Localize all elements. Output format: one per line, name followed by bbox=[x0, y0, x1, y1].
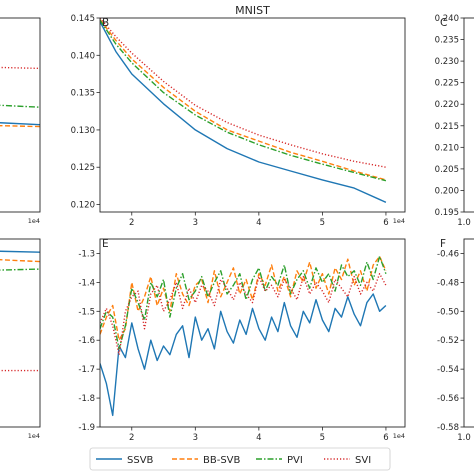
axes-frame bbox=[463, 238, 474, 428]
x-tick-label: 2 bbox=[129, 218, 134, 228]
y-tick-label: -0.54 bbox=[437, 365, 459, 375]
panels: 0.120 0.125 0.130 0.135 0.140 0.145 2 3 4 5 6 1e4 MN… bbox=[0, 4, 474, 443]
y-tick-label: -1.3 bbox=[78, 249, 95, 259]
y-tick-label: -0.58 bbox=[437, 423, 459, 433]
axes-frame bbox=[99, 17, 406, 213]
x-tick-label: 5 bbox=[320, 218, 325, 228]
axes-frame bbox=[99, 238, 406, 428]
y-tick-label: -0.56 bbox=[437, 394, 459, 404]
legend-frame bbox=[89, 447, 391, 471]
series-group bbox=[0, 66, 40, 128]
axes-frame bbox=[0, 17, 41, 213]
y-tick-label: -1.5 bbox=[78, 307, 95, 317]
series-line-pvi bbox=[100, 255, 387, 350]
panel-letter: E bbox=[102, 238, 109, 250]
series-line-ssvb bbox=[0, 250, 40, 253]
legend-label-svi: SVI bbox=[355, 455, 371, 466]
panel-e: -1.9 -1.8 -1.7 -1.6 -1.5 -1.4 -1.3 2 3 4 5 6 1e4 E bbox=[78, 238, 406, 443]
x-tick-label: 5 bbox=[320, 433, 325, 443]
series-group bbox=[0, 250, 40, 372]
panel-letter: B bbox=[102, 17, 109, 29]
y-tick-label: 0.210 bbox=[435, 143, 459, 153]
y-tick-label: -1.8 bbox=[78, 394, 95, 404]
y-tick-label: 0.235 bbox=[435, 36, 459, 46]
y-tick-label: 0.220 bbox=[435, 100, 459, 110]
y-tick-label: 0.140 bbox=[71, 51, 95, 61]
y-tick-label: -1.7 bbox=[78, 365, 95, 375]
x-tick-label: 1.0 bbox=[457, 433, 471, 443]
panel-letter: F bbox=[440, 238, 446, 250]
series-line-ssvb bbox=[100, 21, 387, 203]
x-offset-label: 1e4 bbox=[393, 432, 405, 440]
panel-b: 0.120 0.125 0.130 0.135 0.140 0.145 2 3 4 5 6 1e4 MN… bbox=[71, 4, 406, 228]
series-line-svi bbox=[0, 66, 40, 70]
y-tick-label: -1.6 bbox=[78, 336, 95, 346]
y-tick-label: -1.9 bbox=[78, 423, 95, 433]
axes-frame bbox=[463, 17, 474, 213]
x-tick-label: 3 bbox=[193, 433, 198, 443]
axes-frame bbox=[0, 238, 41, 428]
x-tick-label: 4 bbox=[256, 433, 261, 443]
legend-label-bb-svb: BB-SVB bbox=[203, 455, 241, 466]
y-tick-label: 0.240 bbox=[435, 14, 459, 24]
x-tick-label: 6 bbox=[383, 433, 388, 443]
series-line-pvi bbox=[0, 104, 40, 108]
panel-a: 1e4 bbox=[0, 17, 41, 225]
y-tick-label: -0.48 bbox=[437, 278, 459, 288]
legend-label-ssvb: SSVB bbox=[127, 455, 154, 466]
y-tick-label: 0.200 bbox=[435, 186, 459, 196]
legend-label-pvi: PVI bbox=[287, 455, 303, 466]
y-tick-label: -0.52 bbox=[437, 336, 459, 346]
y-tick-label: 0.205 bbox=[435, 165, 459, 175]
x-offset-label: 1e4 bbox=[28, 432, 40, 440]
panel-d: 1e4 bbox=[0, 238, 41, 440]
x-tick-label: 4 bbox=[256, 218, 261, 228]
series-line-bb-svb bbox=[100, 255, 387, 341]
x-tick-label: 6 bbox=[383, 218, 388, 228]
series-line-pvi bbox=[100, 19, 387, 182]
series-line-pvi bbox=[0, 268, 40, 271]
y-tick-label: 0.120 bbox=[71, 201, 95, 211]
panel-letter: C bbox=[440, 17, 447, 29]
series-group bbox=[100, 18, 387, 203]
y-tick-label: 0.135 bbox=[71, 89, 95, 99]
y-tick-label: -0.46 bbox=[437, 249, 459, 259]
x-offset-label: 1e4 bbox=[28, 217, 40, 225]
panel-f: -0.58 -0.56 -0.54 -0.52 -0.50 -0.48 -0.46 1.0 F bbox=[437, 238, 474, 443]
series-line-bb-svb bbox=[100, 19, 387, 181]
legend: SSVB BB-SVB PVI SVI bbox=[89, 447, 391, 471]
x-tick-label: 3 bbox=[193, 218, 198, 228]
x-offset-label: 1e4 bbox=[393, 217, 405, 225]
y-tick-label: 0.215 bbox=[435, 122, 459, 132]
series-group bbox=[100, 255, 387, 417]
y-tick-label: -1.4 bbox=[78, 278, 95, 288]
series-line-ssvb bbox=[0, 122, 40, 126]
y-tick-label: 0.145 bbox=[71, 14, 95, 24]
series-line-bb-svb bbox=[0, 258, 40, 263]
y-tick-label: 0.225 bbox=[435, 79, 459, 89]
y-tick-label: -0.50 bbox=[437, 307, 459, 317]
series-line-ssvb bbox=[100, 293, 387, 417]
y-tick-label: 0.230 bbox=[435, 57, 459, 67]
panel-c: 0.195 0.200 0.205 0.210 0.215 0.220 0.225 0.230… bbox=[435, 14, 474, 228]
y-tick-label: 0.125 bbox=[71, 163, 95, 173]
y-tick-label: 0.195 bbox=[435, 208, 459, 218]
x-tick-label: 1.0 bbox=[457, 218, 471, 228]
x-tick-label: 2 bbox=[129, 433, 134, 443]
series-line-svi bbox=[100, 18, 387, 168]
y-tick-label: 0.130 bbox=[71, 126, 95, 136]
chart-title: MNIST bbox=[235, 4, 270, 17]
